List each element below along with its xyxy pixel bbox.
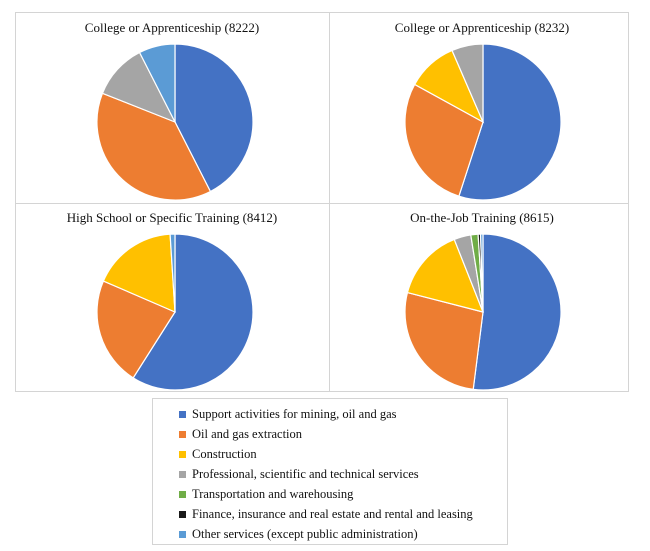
charts-grid <box>15 12 629 392</box>
pie-slice-support-activities-for-mining-oil-and-gas <box>458 43 562 201</box>
legend-swatch <box>179 430 186 438</box>
chart-title: College or Apprenticeship (8232) <box>394 20 570 35</box>
legend-label: Oil and gas extraction <box>192 426 303 441</box>
pie-slice-construction <box>406 238 484 313</box>
pie-chart <box>404 233 562 391</box>
grid-divider-vertical <box>329 12 330 392</box>
grid-divider-horizontal <box>15 203 629 204</box>
legend-item: Transportation and warehousing <box>179 484 353 504</box>
legend-label: Transportation and warehousing <box>192 486 354 501</box>
legend-label: Construction <box>192 446 257 461</box>
legend-swatch <box>179 490 186 498</box>
chart-panel-1: College or Apprenticeship (8222) <box>22 20 322 201</box>
legend-swatch <box>179 470 186 478</box>
chart-panel-3: High School or Specific Training (8412) <box>22 210 322 391</box>
legend-swatch <box>179 410 186 418</box>
chart-title: High School or Specific Training (8412) <box>66 210 278 225</box>
pie-slice-support-activities-for-mining-oil-and-gas <box>132 233 254 391</box>
pie-slice-oil-and-gas-extraction <box>96 280 176 379</box>
pie-slice-professional-scientific-and-technical-services <box>451 43 484 123</box>
legend-label: Professional, scientific and technical s… <box>192 466 419 481</box>
pie-slice-other-services-except-public-administration <box>479 233 484 313</box>
legend-swatch <box>179 530 186 538</box>
chart-panel-2: College or Apprenticeship (8232) <box>332 20 632 201</box>
legend-item: Professional, scientific and technical s… <box>179 464 419 484</box>
legend-item: Support activities for mining, oil and g… <box>179 404 397 424</box>
pie-slice-support-activities-for-mining-oil-and-gas <box>472 233 562 391</box>
pie-slice-oil-and-gas-extraction <box>404 83 484 197</box>
legend-swatch <box>179 510 186 518</box>
pie-slice-oil-and-gas-extraction <box>96 92 212 201</box>
pie-slice-other-services-except-public-administration <box>138 43 176 123</box>
legend-item: Finance, insurance and real estate and r… <box>179 504 473 524</box>
legend-item: Construction <box>179 444 257 464</box>
pie-slice-other-services-except-public-administration <box>169 233 176 313</box>
pie-chart <box>96 233 254 391</box>
legend-swatch <box>179 450 186 458</box>
pie-chart <box>96 43 254 201</box>
pie-slice-oil-and-gas-extraction <box>404 291 484 391</box>
chart-panel-4: On-the-Job Training (8615) <box>332 210 632 391</box>
pie-slice-construction <box>102 233 176 313</box>
legend: Support activities for mining, oil and g… <box>152 398 508 545</box>
legend-label: Support activities for mining, oil and g… <box>192 406 397 421</box>
legend-label: Other services (except public administra… <box>192 526 418 541</box>
chart-title: College or Apprenticeship (8222) <box>84 20 260 35</box>
legend-item: Other services (except public administra… <box>179 524 418 544</box>
pie-slice-support-activities-for-mining-oil-and-gas <box>174 43 254 193</box>
chart-title: On-the-Job Training (8615) <box>410 210 554 225</box>
legend-label: Finance, insurance and real estate and r… <box>192 506 473 521</box>
legend-item: Oil and gas extraction <box>179 424 302 444</box>
pie-chart <box>404 43 562 201</box>
